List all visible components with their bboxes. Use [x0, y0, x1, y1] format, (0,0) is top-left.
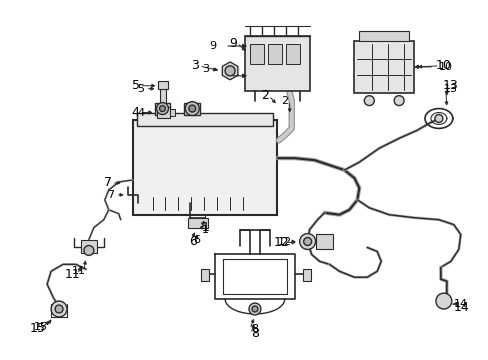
- Text: 3: 3: [191, 59, 199, 72]
- Bar: [81, 239, 97, 253]
- Text: 6: 6: [192, 234, 200, 244]
- Circle shape: [55, 305, 63, 313]
- Bar: [285, 44, 299, 64]
- Circle shape: [84, 246, 94, 255]
- Text: 11: 11: [65, 268, 81, 281]
- Text: 3: 3: [202, 64, 208, 74]
- Circle shape: [185, 102, 199, 116]
- Polygon shape: [222, 62, 237, 80]
- Text: 14: 14: [453, 301, 468, 314]
- Text: 8: 8: [250, 327, 259, 340]
- Bar: [315, 234, 333, 249]
- Text: 2: 2: [261, 89, 268, 102]
- Circle shape: [188, 105, 195, 112]
- Text: 9: 9: [209, 41, 216, 51]
- Bar: [354, 41, 413, 93]
- Circle shape: [248, 303, 261, 315]
- Bar: [158, 81, 168, 89]
- Bar: [132, 121, 276, 215]
- Circle shape: [434, 114, 442, 122]
- Bar: [154, 103, 170, 114]
- Text: 8: 8: [251, 324, 258, 334]
- Text: 13: 13: [443, 84, 457, 94]
- Circle shape: [393, 96, 403, 105]
- Text: 5: 5: [137, 84, 144, 94]
- Text: 2: 2: [281, 96, 288, 105]
- Bar: [136, 113, 272, 126]
- Text: 14: 14: [453, 299, 467, 309]
- Text: 1: 1: [202, 225, 208, 235]
- Circle shape: [303, 238, 311, 246]
- Bar: [359, 31, 408, 41]
- Circle shape: [435, 293, 451, 309]
- Text: 5: 5: [131, 79, 140, 92]
- Bar: [201, 269, 209, 281]
- Text: 11: 11: [72, 266, 86, 276]
- Text: 15: 15: [34, 322, 48, 332]
- Circle shape: [156, 103, 168, 114]
- Bar: [156, 107, 170, 118]
- Bar: [267, 44, 281, 64]
- Bar: [249, 44, 264, 64]
- Circle shape: [251, 306, 257, 312]
- Text: 7: 7: [103, 176, 112, 189]
- Bar: [160, 86, 166, 105]
- Text: 4: 4: [131, 106, 139, 119]
- Circle shape: [51, 301, 67, 317]
- Bar: [170, 109, 175, 117]
- Text: 15: 15: [29, 322, 45, 336]
- Bar: [302, 269, 310, 281]
- Bar: [244, 36, 309, 91]
- Circle shape: [224, 66, 235, 76]
- Text: 10: 10: [435, 59, 451, 72]
- Text: 4: 4: [137, 108, 144, 117]
- Text: 1: 1: [201, 221, 209, 234]
- Circle shape: [299, 234, 315, 249]
- Text: 9: 9: [229, 37, 237, 50]
- Text: 7: 7: [107, 190, 114, 200]
- Bar: [188, 218, 208, 228]
- Circle shape: [364, 96, 373, 105]
- Bar: [184, 103, 200, 114]
- Text: 12: 12: [273, 236, 289, 249]
- Text: 10: 10: [438, 62, 452, 72]
- Text: 6: 6: [189, 235, 197, 248]
- Text: 13: 13: [442, 79, 458, 92]
- Circle shape: [159, 105, 165, 112]
- Text: 12: 12: [277, 237, 291, 247]
